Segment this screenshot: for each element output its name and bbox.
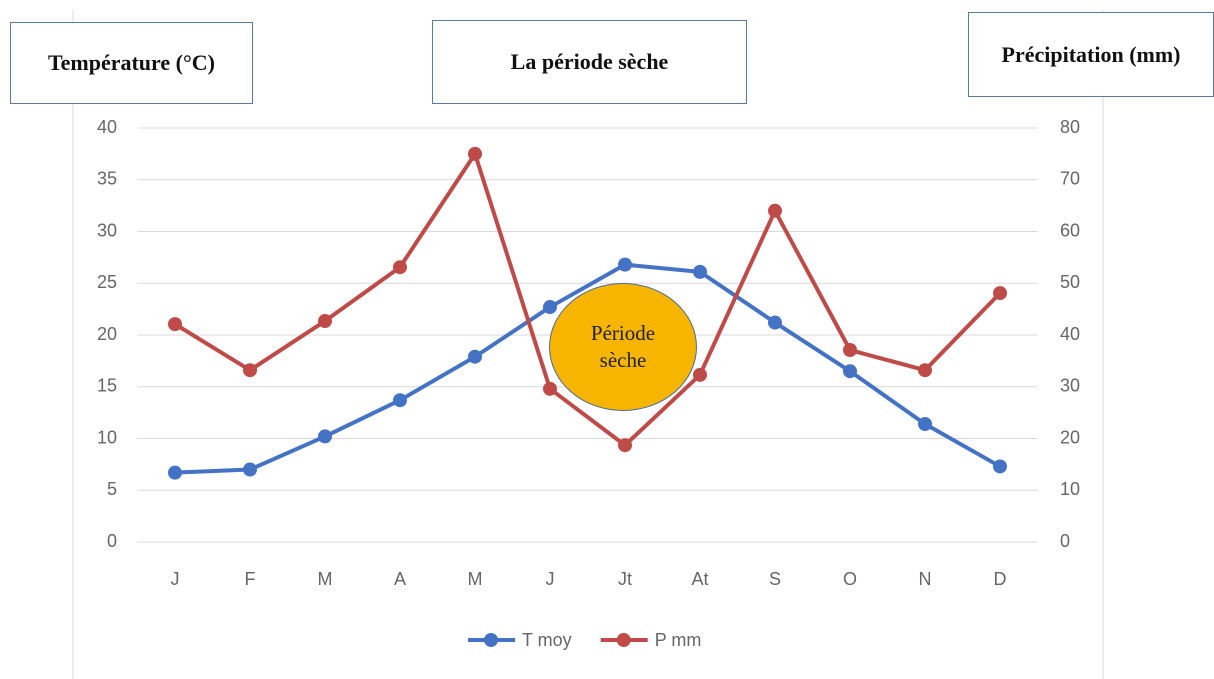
line — [173, 151, 1002, 448]
marker — [468, 146, 482, 161]
series — [168, 257, 1007, 480]
y2-tick-label: 30 — [1060, 376, 1080, 396]
marker — [693, 367, 707, 382]
y-tick-label: 5 — [107, 479, 117, 499]
marker — [918, 417, 932, 432]
marker — [693, 264, 707, 279]
y2-axis-label: Précipitation (mm) — [968, 12, 1214, 97]
y2-tick-label: 20 — [1060, 427, 1080, 447]
marker — [993, 286, 1007, 301]
x-tick-label: S — [769, 569, 781, 589]
annotation: Période sèche — [549, 283, 697, 411]
marker — [543, 381, 557, 396]
x-tick-label: J — [171, 569, 180, 589]
marker — [243, 462, 257, 477]
marker — [618, 438, 632, 453]
x-tick-label: N — [919, 569, 932, 589]
marker — [393, 260, 407, 275]
y2-tick-label: 50 — [1060, 272, 1080, 292]
marker — [618, 257, 632, 272]
y2-tick-label: 0 — [1060, 531, 1070, 551]
y2-tick-label: 60 — [1060, 220, 1080, 240]
y-tick-label: 30 — [97, 220, 117, 240]
y-tick-label: 25 — [97, 272, 117, 292]
y-axis-label: Température (°C) — [10, 22, 253, 104]
y-tick-label: 0 — [107, 531, 117, 551]
y-tick-label: 20 — [97, 324, 117, 344]
line — [174, 262, 1001, 475]
x-tick-label: At — [691, 569, 708, 589]
legend-marker — [484, 633, 498, 647]
y2-tick-label: 70 — [1060, 169, 1080, 189]
marker — [168, 317, 182, 332]
y-tick-label: 10 — [97, 427, 117, 447]
y-tick-label: 35 — [97, 169, 117, 189]
x-tick-label: M — [318, 569, 333, 589]
x-tick-label: F — [245, 569, 256, 589]
y-tick-label: 40 — [97, 117, 117, 137]
y-tick-label: 15 — [97, 376, 117, 396]
x-tick-label: A — [394, 569, 406, 589]
marker — [318, 314, 332, 329]
marker — [768, 315, 782, 330]
y2-tick-label: 80 — [1060, 117, 1080, 137]
x-tick-label: D — [994, 569, 1007, 589]
x-tick-label: O — [843, 569, 857, 589]
y2-tick-label: 40 — [1060, 324, 1080, 344]
legend-label: P mm — [655, 630, 702, 650]
marker — [393, 393, 407, 408]
legend-label: T moy — [522, 630, 572, 650]
marker — [168, 465, 182, 480]
x-tick-label: Jt — [618, 569, 632, 589]
marker — [243, 363, 257, 378]
series — [168, 146, 1007, 453]
marker — [768, 203, 782, 218]
marker — [918, 363, 932, 378]
marker — [993, 459, 1007, 474]
legend-marker — [616, 633, 631, 647]
x-tick-label: M — [468, 569, 483, 589]
marker — [468, 349, 482, 364]
marker — [318, 429, 332, 444]
y2-tick-label: 10 — [1060, 479, 1080, 499]
marker — [843, 364, 857, 379]
marker — [843, 343, 857, 358]
x-tick-label: J — [546, 569, 555, 589]
chart-title: La période sèche — [432, 20, 747, 104]
marker — [543, 300, 557, 315]
